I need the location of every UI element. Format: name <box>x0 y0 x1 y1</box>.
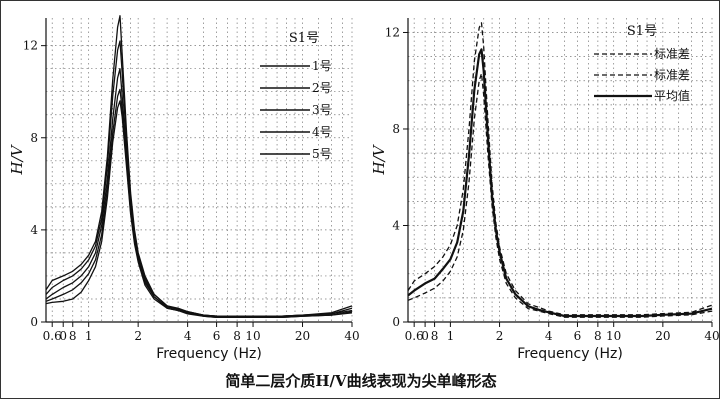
legend-title: S1号 <box>627 24 657 39</box>
series-line-4 <box>45 88 353 319</box>
x-tick-label: 8 <box>69 329 77 343</box>
x-tick-label: 20 <box>295 329 310 343</box>
x-tick-label: 40 <box>344 329 359 343</box>
x-tick-label: 4 <box>545 329 553 343</box>
x-tick-label: 20 <box>655 329 670 343</box>
x-tick-label: 8 <box>233 329 241 343</box>
y-tick-label: 8 <box>30 131 38 145</box>
x-tick-label: 40 <box>704 329 719 343</box>
series-line-2 <box>45 40 353 317</box>
figure-caption: 简单二层介质H/V曲线表现为尖单峰形态 <box>225 372 497 390</box>
series-line-3 <box>407 48 713 318</box>
x-tick-label: 2 <box>134 329 142 343</box>
legend-label: 2号 <box>312 81 332 95</box>
legend-label: 1号 <box>312 59 332 73</box>
x-tick-label: 0 <box>59 329 67 343</box>
legend-label: 标准差 <box>654 68 690 82</box>
y-tick-label: 12 <box>385 25 400 39</box>
y-axis-title: H/V <box>370 143 388 175</box>
series-line-2 <box>407 72 713 318</box>
x-tick-label: 1 <box>85 329 93 343</box>
x-tick-label: 2 <box>496 329 504 343</box>
x-tick-label: 0.6 <box>405 329 424 343</box>
y-axis-title: H/V <box>8 143 26 175</box>
legend-label: 4号 <box>312 125 332 139</box>
x-tick-label: 8 <box>594 329 602 343</box>
y-tick-label: 4 <box>392 218 400 232</box>
x-tick-label: 6 <box>213 329 221 343</box>
legend-label: 标准差 <box>654 47 690 61</box>
legend-label: 3号 <box>312 103 332 117</box>
y-tick-label: 8 <box>392 122 400 136</box>
series-line-3 <box>45 68 353 319</box>
legend-label: 5号 <box>312 147 332 161</box>
y-tick-label: 12 <box>23 39 38 53</box>
x-axis-title: Frequency (Hz) <box>517 346 623 362</box>
series-line-1 <box>407 22 713 316</box>
y-tick-label: 0 <box>30 315 38 329</box>
y-tick-label: 0 <box>392 315 400 329</box>
x-tick-label: 0 <box>421 329 429 343</box>
x-tick-label: 0.6 <box>43 329 62 343</box>
x-tick-label: 1 <box>447 329 455 343</box>
legend-label: 平均值 <box>654 88 690 103</box>
x-tick-label: 6 <box>574 329 582 343</box>
x-axis-title: Frequency (Hz) <box>156 346 262 362</box>
x-tick-label: 8 <box>431 329 439 343</box>
legend-title: S1号 <box>289 31 319 46</box>
series-line-1 <box>45 15 353 317</box>
series-line-5 <box>45 100 353 319</box>
x-tick-label: 10 <box>245 329 260 343</box>
x-tick-label: 4 <box>184 329 192 343</box>
y-tick-label: 4 <box>30 223 38 237</box>
x-tick-label: 10 <box>606 329 621 343</box>
